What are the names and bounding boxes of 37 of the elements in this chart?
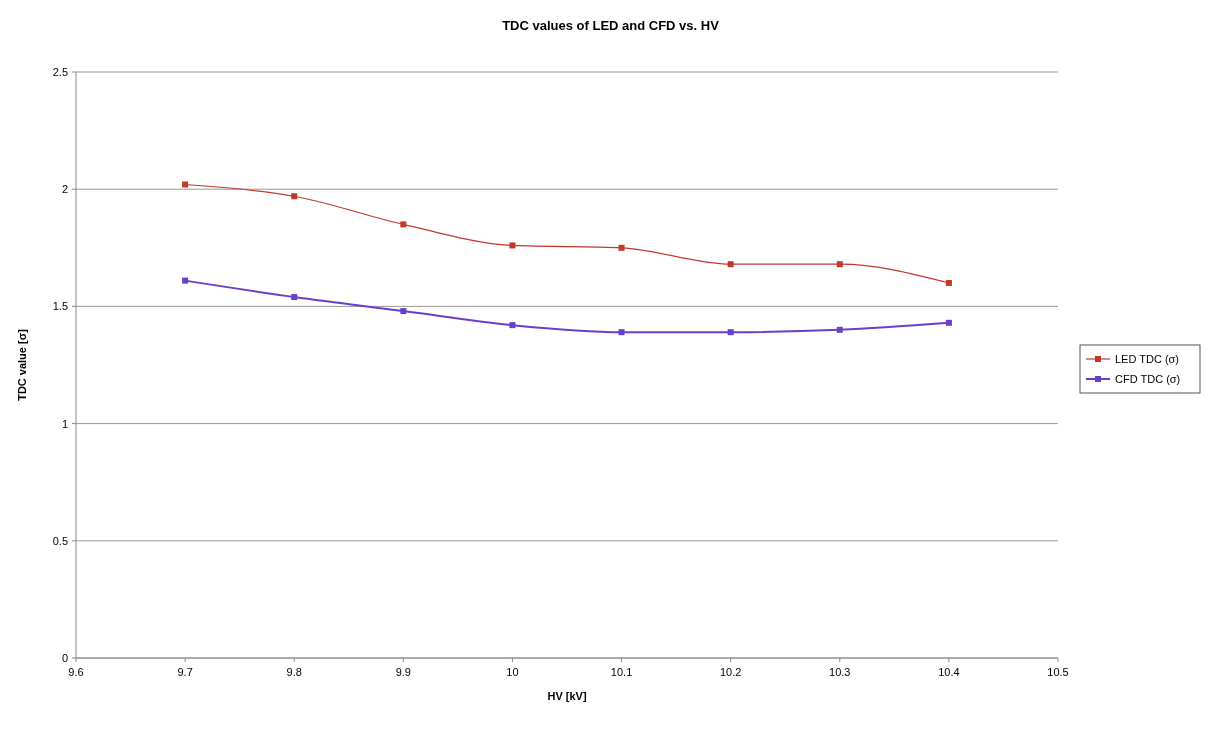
x-tick-label: 10.4: [938, 666, 960, 678]
x-tick-label: 10.2: [719, 666, 742, 678]
legend-label: LED TDC (σ): [1115, 353, 1180, 365]
point: [400, 221, 407, 228]
x-tick-label: 9.8: [286, 666, 302, 678]
legend-label: CFD TDC (σ): [1115, 373, 1181, 385]
y-tick-label: 2: [61, 183, 68, 196]
x-tick-label: 10.5: [1047, 666, 1069, 678]
y-tick-label: 1.5: [52, 300, 68, 313]
point: [291, 193, 298, 200]
x-tick-label: 10: [506, 666, 519, 678]
point: [618, 244, 625, 251]
point: [727, 329, 734, 336]
point: [509, 242, 516, 249]
y-tick-label: 1: [61, 417, 68, 430]
y-tick-label: 0: [61, 652, 68, 664]
y-tick-label: 2.5: [52, 66, 68, 78]
point: [400, 308, 407, 315]
point: [836, 261, 843, 268]
x-tick-label: 9.7: [177, 666, 193, 678]
chart-title: TDC values of LED and CFD vs. HV: [502, 18, 720, 33]
point: [945, 319, 952, 326]
x-tick-label: 9.6: [68, 666, 84, 678]
x-tick-label: 9.9: [395, 666, 411, 678]
point: [618, 329, 625, 336]
y-tick-label: 0.5: [52, 534, 68, 547]
point: [182, 181, 189, 188]
x-axis-title: HV [kV]: [547, 690, 587, 702]
point: [291, 294, 298, 301]
point: [509, 322, 516, 329]
x-tick-label: 10.1: [610, 666, 633, 678]
x-tick-label: 10.3: [829, 666, 851, 678]
point: [727, 261, 734, 268]
point: [945, 279, 952, 286]
point: [182, 277, 189, 284]
y-axis-title: TDC value [σ]: [16, 328, 28, 401]
point: [836, 326, 843, 333]
